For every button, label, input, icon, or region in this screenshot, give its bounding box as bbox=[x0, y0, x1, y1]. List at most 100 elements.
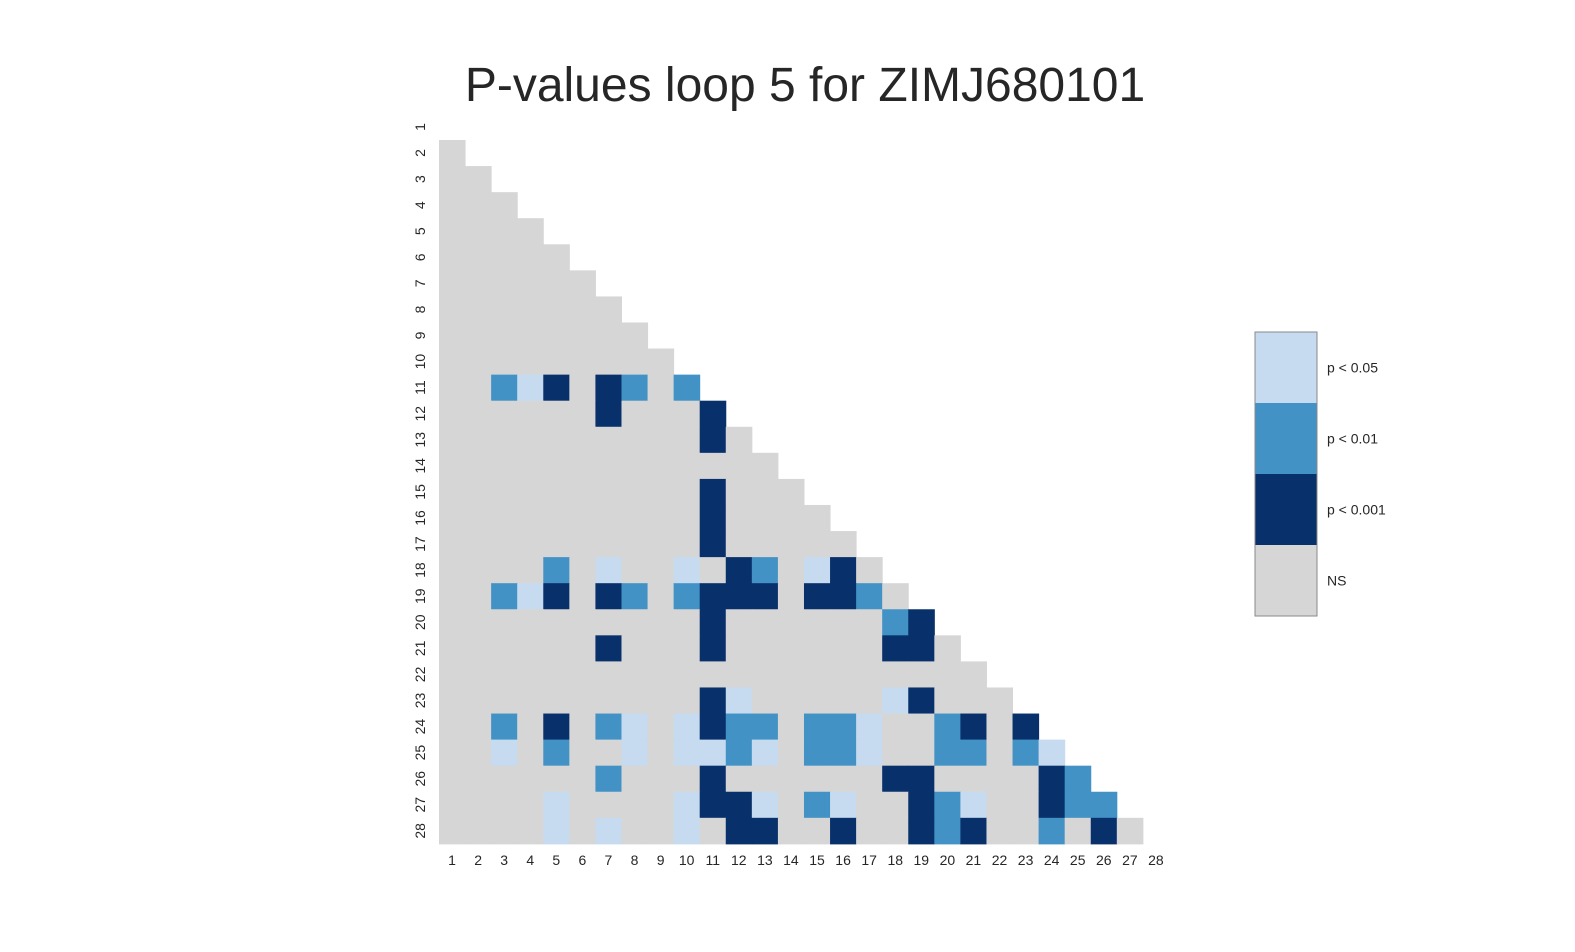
heatmap-cell-r14-c3 bbox=[491, 452, 518, 480]
heatmap-cell-r28-c20 bbox=[934, 817, 961, 845]
heatmap-cell-r25-c11 bbox=[699, 739, 727, 767]
y-tick-label: 9 bbox=[412, 331, 428, 339]
x-tick-label: 13 bbox=[757, 852, 773, 868]
heatmap-cell-r18-c11 bbox=[699, 557, 727, 584]
x-tick-label: 4 bbox=[526, 852, 534, 868]
heatmap-cell-r19-c17 bbox=[856, 583, 883, 610]
heatmap-cell-r24-c13 bbox=[751, 713, 779, 741]
heatmap-cell-r21-c15 bbox=[803, 635, 831, 662]
heatmap-cell-r26-c12 bbox=[725, 765, 753, 793]
heatmap-cell-r23-c10 bbox=[673, 687, 701, 715]
heatmap-cell-r21-c5 bbox=[543, 635, 570, 662]
heatmap-cell-r21-c10 bbox=[673, 635, 701, 662]
heatmap-cell-r27-c26 bbox=[1090, 791, 1118, 819]
heatmap-cell-r19-c11 bbox=[699, 583, 727, 610]
heatmap-cell-r12-c11 bbox=[699, 400, 727, 428]
heatmap-cell-r28-c15 bbox=[803, 817, 831, 845]
heatmap-cell-r28-c23 bbox=[1012, 817, 1040, 845]
heatmap-cell-r12-c10 bbox=[673, 400, 701, 428]
y-tick-label: 18 bbox=[412, 562, 428, 578]
heatmap-cell-r7-c5 bbox=[543, 270, 570, 297]
heatmap-cell-r15-c11 bbox=[699, 478, 727, 506]
heatmap-cell-r9-c3 bbox=[491, 322, 518, 350]
heatmap-cell-r13-c12 bbox=[725, 426, 753, 454]
y-tick-label: 17 bbox=[412, 536, 428, 552]
heatmap-cell-r27-c20 bbox=[934, 791, 961, 819]
heatmap-cell-r10-c4 bbox=[517, 348, 544, 376]
heatmap-cell-r26-c24 bbox=[1038, 765, 1066, 793]
heatmap-cell-r27-c24 bbox=[1038, 791, 1066, 819]
heatmap-cell-r17-c5 bbox=[543, 531, 570, 558]
x-tick-label: 2 bbox=[474, 852, 482, 868]
legend-swatch bbox=[1255, 332, 1317, 403]
x-tick-label: 28 bbox=[1148, 852, 1164, 868]
heatmap-cell-r23-c11 bbox=[699, 687, 727, 715]
heatmap-cell-r16-c5 bbox=[543, 504, 570, 532]
heatmap-cell-r24-c8 bbox=[621, 713, 649, 741]
heatmap-cell-r15-c12 bbox=[725, 478, 753, 506]
heatmap-cell-r17-c12 bbox=[725, 531, 753, 558]
heatmap-cell-r21-c7 bbox=[595, 635, 622, 662]
heatmap-cell-r23-c19 bbox=[908, 687, 935, 715]
heatmap-cell-r11-c5 bbox=[543, 374, 570, 402]
y-tick-label: 20 bbox=[412, 614, 428, 630]
heatmap-cell-r15-c14 bbox=[777, 478, 805, 506]
heatmap-cell-r17-c15 bbox=[803, 531, 831, 558]
heatmap-cell-r28-c17 bbox=[856, 817, 883, 845]
heatmap-cell-r22-c3 bbox=[491, 661, 518, 688]
chart-title: P-values loop 5 for ZIMJ680101 bbox=[464, 59, 1146, 112]
heatmap-cell-r21-c9 bbox=[647, 635, 675, 662]
heatmap-cell-r24-c11 bbox=[699, 713, 727, 741]
y-tick-label: 24 bbox=[412, 719, 428, 735]
heatmap-cell-r19-c5 bbox=[543, 583, 570, 610]
heatmap-cell-r26-c4 bbox=[517, 765, 544, 793]
y-tick-label: 2 bbox=[412, 149, 428, 157]
heatmap-cell-r20-c6 bbox=[569, 609, 596, 636]
heatmap-cell-r28-c25 bbox=[1064, 817, 1092, 845]
heatmap-cell-r5-c2 bbox=[465, 218, 492, 245]
heatmap-cell-r19-c18 bbox=[882, 583, 909, 610]
heatmap-cell-r27-c3 bbox=[491, 791, 518, 819]
heatmap-cell-r25-c20 bbox=[934, 739, 961, 767]
heatmap-cell-r24-c6 bbox=[569, 713, 596, 741]
heatmap-cell-r25-c15 bbox=[803, 739, 831, 767]
heatmap-cell-r22-c8 bbox=[621, 661, 649, 688]
heatmap-cell-r25-c4 bbox=[517, 739, 544, 767]
heatmap-cell-r26-c20 bbox=[934, 765, 961, 793]
heatmap-cell-r22-c21 bbox=[960, 661, 987, 688]
heatmap-cell-r19-c12 bbox=[725, 583, 753, 610]
heatmap-cell-r26-c22 bbox=[986, 765, 1014, 793]
x-tick-label: 3 bbox=[500, 852, 508, 868]
heatmap-cell-r24-c5 bbox=[543, 713, 570, 741]
y-tick-label: 5 bbox=[412, 227, 428, 235]
heatmap-cell-r28-c16 bbox=[830, 817, 857, 845]
heatmap-cell-r15-c5 bbox=[543, 478, 570, 506]
heatmap-cell-r27-c7 bbox=[595, 791, 622, 819]
heatmap-cell-r26-c19 bbox=[908, 765, 935, 793]
heatmap-cell-r11-c8 bbox=[621, 374, 649, 402]
heatmap-cell-r23-c14 bbox=[777, 687, 805, 715]
y-tick-label: 22 bbox=[412, 666, 428, 682]
heatmap-cell-r17-c8 bbox=[621, 531, 649, 558]
heatmap-cell-r27-c17 bbox=[856, 791, 883, 819]
heatmap-cell-r22-c7 bbox=[595, 661, 622, 688]
heatmap-cell-r20-c14 bbox=[777, 609, 805, 636]
heatmap-cell-r20-c19 bbox=[908, 609, 935, 636]
heatmap-cell-r16-c11 bbox=[699, 504, 727, 532]
x-tick-label: 16 bbox=[835, 852, 851, 868]
heatmap-cell-r17-c4 bbox=[517, 531, 544, 558]
heatmap-cell-r17-c11 bbox=[699, 531, 727, 558]
heatmap-cell-r18-c14 bbox=[777, 557, 805, 584]
heatmap-cell-r25-c22 bbox=[986, 739, 1014, 767]
heatmap-cell-r19-c15 bbox=[803, 583, 831, 610]
heatmap-cell-r16-c9 bbox=[647, 504, 675, 532]
y-tick-label: 23 bbox=[412, 693, 428, 709]
heatmap-cell-r27-c19 bbox=[908, 791, 935, 819]
heatmap-cell-r9-c1 bbox=[439, 322, 466, 350]
heatmap-cell-r16-c10 bbox=[673, 504, 701, 532]
heatmap-cell-r17-c7 bbox=[595, 531, 622, 558]
heatmap-cell-r13-c2 bbox=[465, 426, 492, 454]
heatmap-cell-r25-c9 bbox=[647, 739, 675, 767]
heatmap-cell-r19-c1 bbox=[439, 583, 466, 610]
